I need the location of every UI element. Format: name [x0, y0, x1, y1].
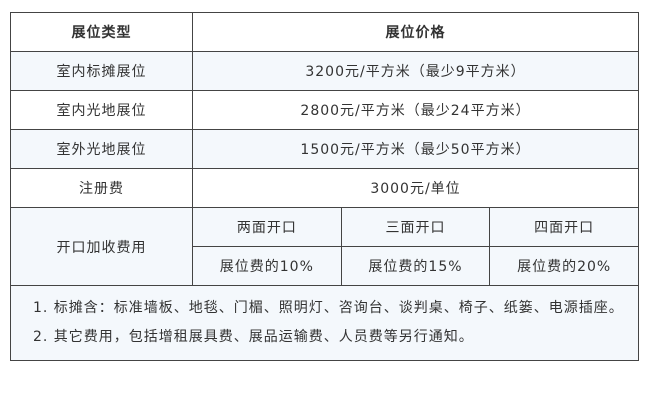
- row-price: 3200元/平方米（最少9平方米）: [192, 51, 639, 91]
- opening-value: 展位费的10%: [192, 246, 342, 286]
- opening-header: 四面开口: [489, 207, 639, 247]
- notes-cell: 1. 标摊含：标准墙板、地毯、门楣、照明灯、咨询台、谈判桌、椅子、纸篓、电源插座…: [10, 285, 639, 361]
- opening-value: 展位费的20%: [489, 246, 639, 286]
- table-header: 展位类型 展位价格: [10, 12, 639, 52]
- opening-value-row: 展位费的10% 展位费的15% 展位费的20%: [10, 246, 639, 286]
- table-row: 室内标摊展位 3200元/平方米（最少9平方米）: [10, 51, 639, 91]
- opening-header: 三面开口: [340, 207, 491, 247]
- opening-label: 开口加收费用: [10, 207, 193, 286]
- opening-value: 展位费的15%: [340, 246, 491, 286]
- row-type: 注册费: [10, 168, 193, 208]
- header-type: 展位类型: [10, 12, 193, 52]
- row-price: 2800元/平方米（最少24平方米）: [192, 90, 639, 130]
- row-price: 3000元/单位: [192, 168, 639, 208]
- note-2: 2. 其它费用，包括增租展具费、展品运输费、人员费等另行通知。: [33, 329, 474, 345]
- row-type: 室内标摊展位: [10, 51, 193, 91]
- opening-header: 两面开口: [192, 207, 342, 247]
- opening-header-row: 开口加收费用 两面开口 三面开口 四面开口: [10, 207, 639, 286]
- table-row: 室内光地展位 2800元/平方米（最少24平方米）: [10, 90, 639, 130]
- header-price: 展位价格: [192, 12, 639, 52]
- notes-row: 1. 标摊含：标准墙板、地毯、门楣、照明灯、咨询台、谈判桌、椅子、纸篓、电源插座…: [10, 285, 639, 361]
- note-1: 1. 标摊含：标准墙板、地毯、门楣、照明灯、咨询台、谈判桌、椅子、纸篓、电源插座…: [33, 300, 624, 316]
- table-row: 注册费 3000元/单位: [10, 168, 639, 208]
- table-row: 室外光地展位 1500元/平方米（最少50平方米）: [10, 129, 639, 169]
- booth-price-table: 展位类型 展位价格 室内标摊展位 3200元/平方米（最少9平方米） 室内光地展…: [10, 12, 639, 361]
- row-type: 室内光地展位: [10, 90, 193, 130]
- row-type: 室外光地展位: [10, 129, 193, 169]
- row-price: 1500元/平方米（最少50平方米）: [192, 129, 639, 169]
